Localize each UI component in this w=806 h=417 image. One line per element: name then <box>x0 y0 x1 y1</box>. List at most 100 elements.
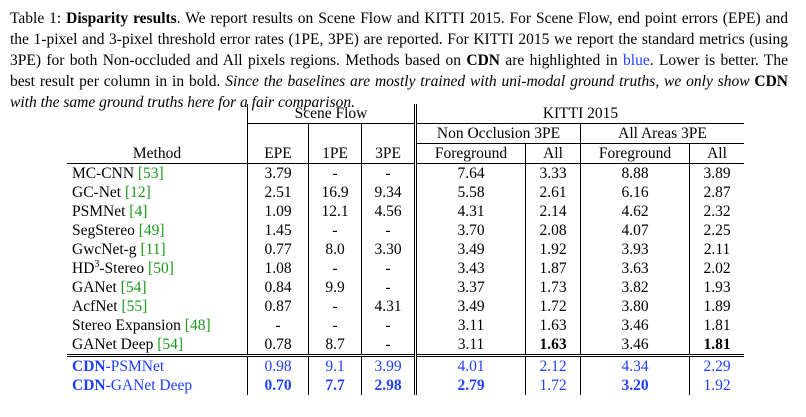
nonocc-all-cell: 2.14 <box>525 202 581 221</box>
method-cell: CDN-GANet Deep <box>67 376 248 395</box>
nonocc-all-cell: 1.87 <box>525 259 581 278</box>
citation-link[interactable]: [50] <box>148 260 174 277</box>
caption-label: Table 1: <box>10 10 62 27</box>
3pe-cell: 9.34 <box>361 183 417 202</box>
table-row: GANet [54] 0.84 9.9 - 3.37 1.73 3.82 1.9… <box>67 278 744 297</box>
epe-cell: 0.98 <box>247 354 309 376</box>
3pe-header: 3PE <box>361 143 417 164</box>
nonocc-all-header: All <box>525 143 581 164</box>
empty-header-cell <box>361 123 417 144</box>
allareas-fg-cell: 3.46 <box>580 335 690 356</box>
method-cell: PSMNet [4] <box>67 202 248 221</box>
citation-link[interactable]: [54] <box>120 279 147 296</box>
allareas-fg-cell: 3.63 <box>580 259 690 278</box>
method-cell: HD3-Stereo [50] <box>67 259 248 278</box>
nonocc-fg-cell: 3.49 <box>415 297 526 316</box>
non-occlusion-header: Non Occlusion 3PE <box>415 123 581 144</box>
allareas-fg-cell: 4.62 <box>580 202 690 221</box>
nonocc-fg-cell: 4.01 <box>415 354 526 376</box>
allareas-all-cell: 2.25 <box>703 222 731 239</box>
1pe-cell: - <box>308 259 362 278</box>
1pe-cell: 9.9 <box>308 278 362 297</box>
allareas-fg-cell: 3.82 <box>580 278 690 297</box>
nonocc-all-cell: 2.12 <box>525 354 581 376</box>
allareas-fg-cell: 3.93 <box>580 240 690 259</box>
allareas-all-cell: 1.89 <box>703 298 731 315</box>
epe-cell: 1.08 <box>247 259 309 278</box>
nonocc-all-cell: 1.73 <box>525 278 581 297</box>
citation-link[interactable]: [54] <box>157 336 184 353</box>
allareas-all-cell: 1.81 <box>703 317 731 334</box>
table-row: GwcNet-g [11] 0.77 8.0 3.30 3.49 1.92 3.… <box>67 240 744 259</box>
caption-cdn: CDN <box>466 52 500 69</box>
method-cell: SegStereo [49] <box>67 221 248 240</box>
epe-cell: 0.78 <box>247 335 309 356</box>
allareas-fg-cell: 8.88 <box>580 163 690 183</box>
allareas-fg-cell: 3.46 <box>580 316 690 335</box>
table-row: AcfNet [55] 0.87 - 4.31 3.49 1.72 3.80 1… <box>67 297 744 316</box>
nonocc-all-cell: 1.72 <box>525 376 581 395</box>
table-row: GC-Net [12] 2.51 16.9 9.34 5.58 2.61 6.1… <box>67 183 744 202</box>
all-areas-header: All Areas 3PE <box>580 123 744 144</box>
allareas-fg-cell: 3.20 <box>580 376 690 395</box>
method-cell: CDN-PSMNet <box>67 354 248 376</box>
empty-header-cell <box>67 123 248 144</box>
disparity-results-table: Scene Flow KITTI 2015 Non Occlusion 3PE … <box>67 104 744 395</box>
table-row: GANet Deep [54] 0.78 8.7 - 3.11 1.63 3.4… <box>67 335 744 356</box>
citation-link[interactable]: [11] <box>140 241 166 258</box>
nonocc-fg-cell: 3.70 <box>415 221 526 240</box>
3pe-cell: 4.56 <box>361 202 417 221</box>
1pe-cell: 16.9 <box>308 183 362 202</box>
method-cell: GwcNet-g [11] <box>67 240 248 259</box>
citation-link[interactable]: [53] <box>137 165 164 182</box>
table-row-cdn: CDN-GANet Deep 0.70 7.7 2.98 2.79 1.72 3… <box>67 376 744 395</box>
3pe-cell: 3.99 <box>361 354 417 376</box>
nonocc-foreground-header: Foreground <box>415 143 526 164</box>
1pe-cell: - <box>308 221 362 240</box>
citation-link[interactable]: [49] <box>138 222 165 239</box>
method-cell: Stereo Expansion [48] <box>67 316 248 335</box>
nonocc-all-cell: 2.08 <box>525 221 581 240</box>
nonocc-all-cell: 1.63 <box>525 335 581 356</box>
nonocc-fg-cell: 3.37 <box>415 278 526 297</box>
allareas-all-cell: 2.11 <box>703 241 731 258</box>
nonocc-fg-cell: 7.64 <box>415 163 526 183</box>
table-row-cdn: CDN-PSMNet 0.98 9.1 3.99 4.01 2.12 4.34 … <box>67 354 744 376</box>
empty-header-cell <box>247 123 309 144</box>
epe-cell: 1.09 <box>247 202 309 221</box>
3pe-cell: - <box>361 335 417 356</box>
epe-cell: 0.84 <box>247 278 309 297</box>
nonocc-fg-cell: 3.11 <box>415 335 526 356</box>
epe-cell: 0.87 <box>247 297 309 316</box>
1pe-cell: 12.1 <box>308 202 362 221</box>
1pe-cell: - <box>308 316 362 335</box>
table-row: Stereo Expansion [48] - - - 3.11 1.63 3.… <box>67 316 744 335</box>
epe-cell: 0.70 <box>247 376 309 395</box>
method-cell: MC-CNN [53] <box>67 163 248 183</box>
3pe-cell: - <box>361 316 417 335</box>
table-caption: Table 1: Disparity results. We report re… <box>10 8 788 113</box>
citation-link[interactable]: [55] <box>121 298 148 315</box>
caption-cdn-2: CDN <box>754 73 789 90</box>
allareas-all-cell: 2.32 <box>703 203 731 220</box>
table-row: HD3-Stereo [50] 1.08 - - 3.43 1.87 3.63 … <box>67 259 744 278</box>
method-cell: GANet Deep [54] <box>67 335 248 356</box>
3pe-cell: 4.31 <box>361 297 417 316</box>
nonocc-all-cell: 1.92 <box>525 240 581 259</box>
nonocc-fg-cell: 4.31 <box>415 202 526 221</box>
citation-link[interactable]: [12] <box>124 184 151 201</box>
citation-link[interactable]: [4] <box>129 203 148 220</box>
3pe-cell: 2.98 <box>361 376 417 395</box>
caption-text-3: . Lower is better. The best result per c… <box>10 52 788 90</box>
allareas-all-cell: 2.29 <box>689 354 744 376</box>
scene-flow-header: Scene Flow <box>247 104 417 124</box>
3pe-cell: - <box>361 259 417 278</box>
allareas-fg-cell: 6.16 <box>580 183 690 202</box>
caption-text-1: . We report results on Scene Flow and KI… <box>10 10 788 69</box>
nonocc-fg-cell: 3.43 <box>415 259 526 278</box>
allareas-all-cell: 1.92 <box>703 377 731 394</box>
table-row: PSMNet [4] 1.09 12.1 4.56 4.31 2.14 4.62… <box>67 202 744 221</box>
caption-blue-word: blue <box>623 52 650 69</box>
citation-link[interactable]: [48] <box>184 317 211 334</box>
nonocc-all-cell: 1.63 <box>525 316 581 335</box>
